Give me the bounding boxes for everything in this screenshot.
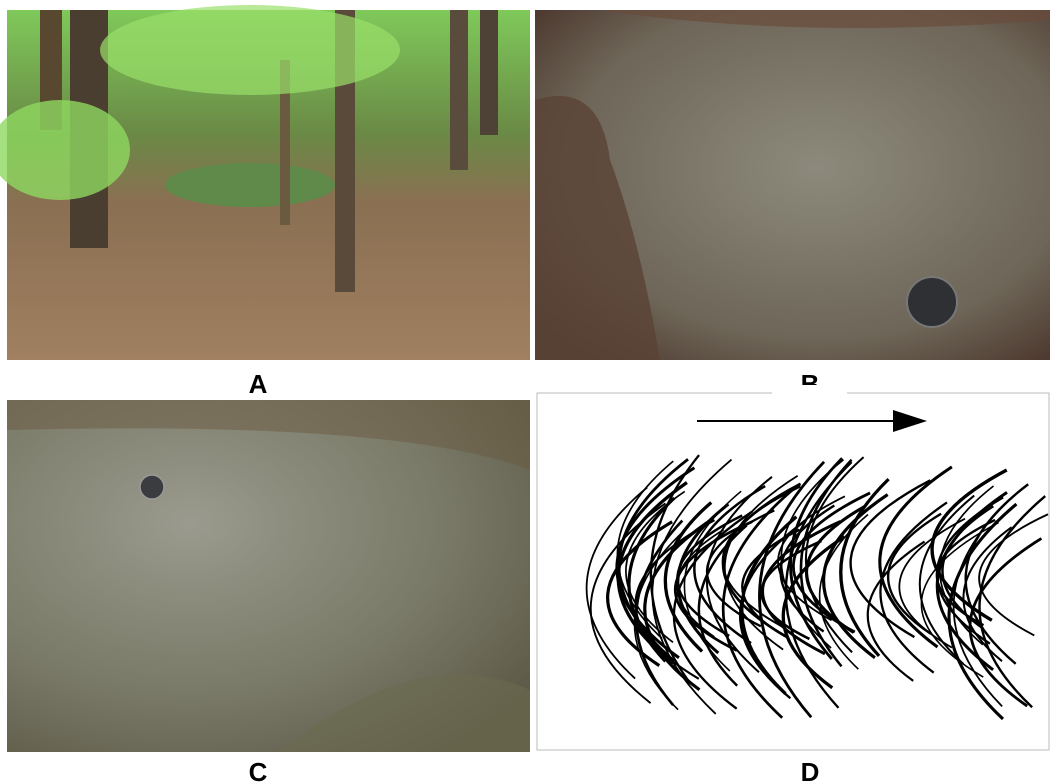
stria — [947, 502, 1018, 721]
stria — [683, 490, 742, 672]
stria — [887, 512, 942, 635]
stria — [920, 521, 999, 678]
photo-b — [535, 10, 1050, 360]
stria — [761, 520, 841, 656]
stria — [676, 529, 725, 638]
panel-label: C — [249, 757, 268, 783]
stria — [705, 509, 775, 628]
stria — [721, 482, 802, 638]
stria — [938, 485, 995, 646]
stria — [625, 490, 686, 643]
stria — [799, 458, 853, 668]
stria — [978, 513, 1049, 637]
stria — [839, 477, 890, 658]
stria — [589, 502, 667, 704]
stria — [789, 457, 844, 660]
panel-label: D — [801, 757, 820, 783]
stria — [723, 474, 799, 651]
stria — [866, 540, 926, 682]
stria — [968, 537, 1043, 708]
stria — [758, 460, 826, 719]
stria — [615, 466, 696, 659]
stria — [962, 526, 1013, 662]
stria — [792, 491, 871, 634]
stria — [585, 486, 648, 680]
stria — [805, 504, 867, 634]
stria — [663, 501, 713, 653]
stria — [822, 493, 889, 659]
panel-label: A — [249, 369, 268, 399]
stria — [818, 513, 869, 670]
stria — [739, 521, 804, 700]
stria — [779, 504, 835, 633]
stria — [898, 517, 966, 649]
stria — [674, 520, 753, 652]
drawing-d — [536, 385, 1050, 751]
stria — [643, 517, 714, 692]
stria — [781, 535, 846, 690]
stria — [805, 456, 865, 654]
stria — [777, 495, 846, 622]
stria — [616, 481, 688, 665]
stria — [952, 494, 1015, 708]
stria — [978, 495, 1047, 709]
photo-a — [0, 5, 530, 360]
stria — [616, 460, 674, 640]
stria — [879, 501, 948, 674]
stria — [606, 520, 673, 667]
stria — [930, 468, 1008, 622]
photo-c — [7, 400, 530, 752]
stria — [878, 465, 953, 649]
